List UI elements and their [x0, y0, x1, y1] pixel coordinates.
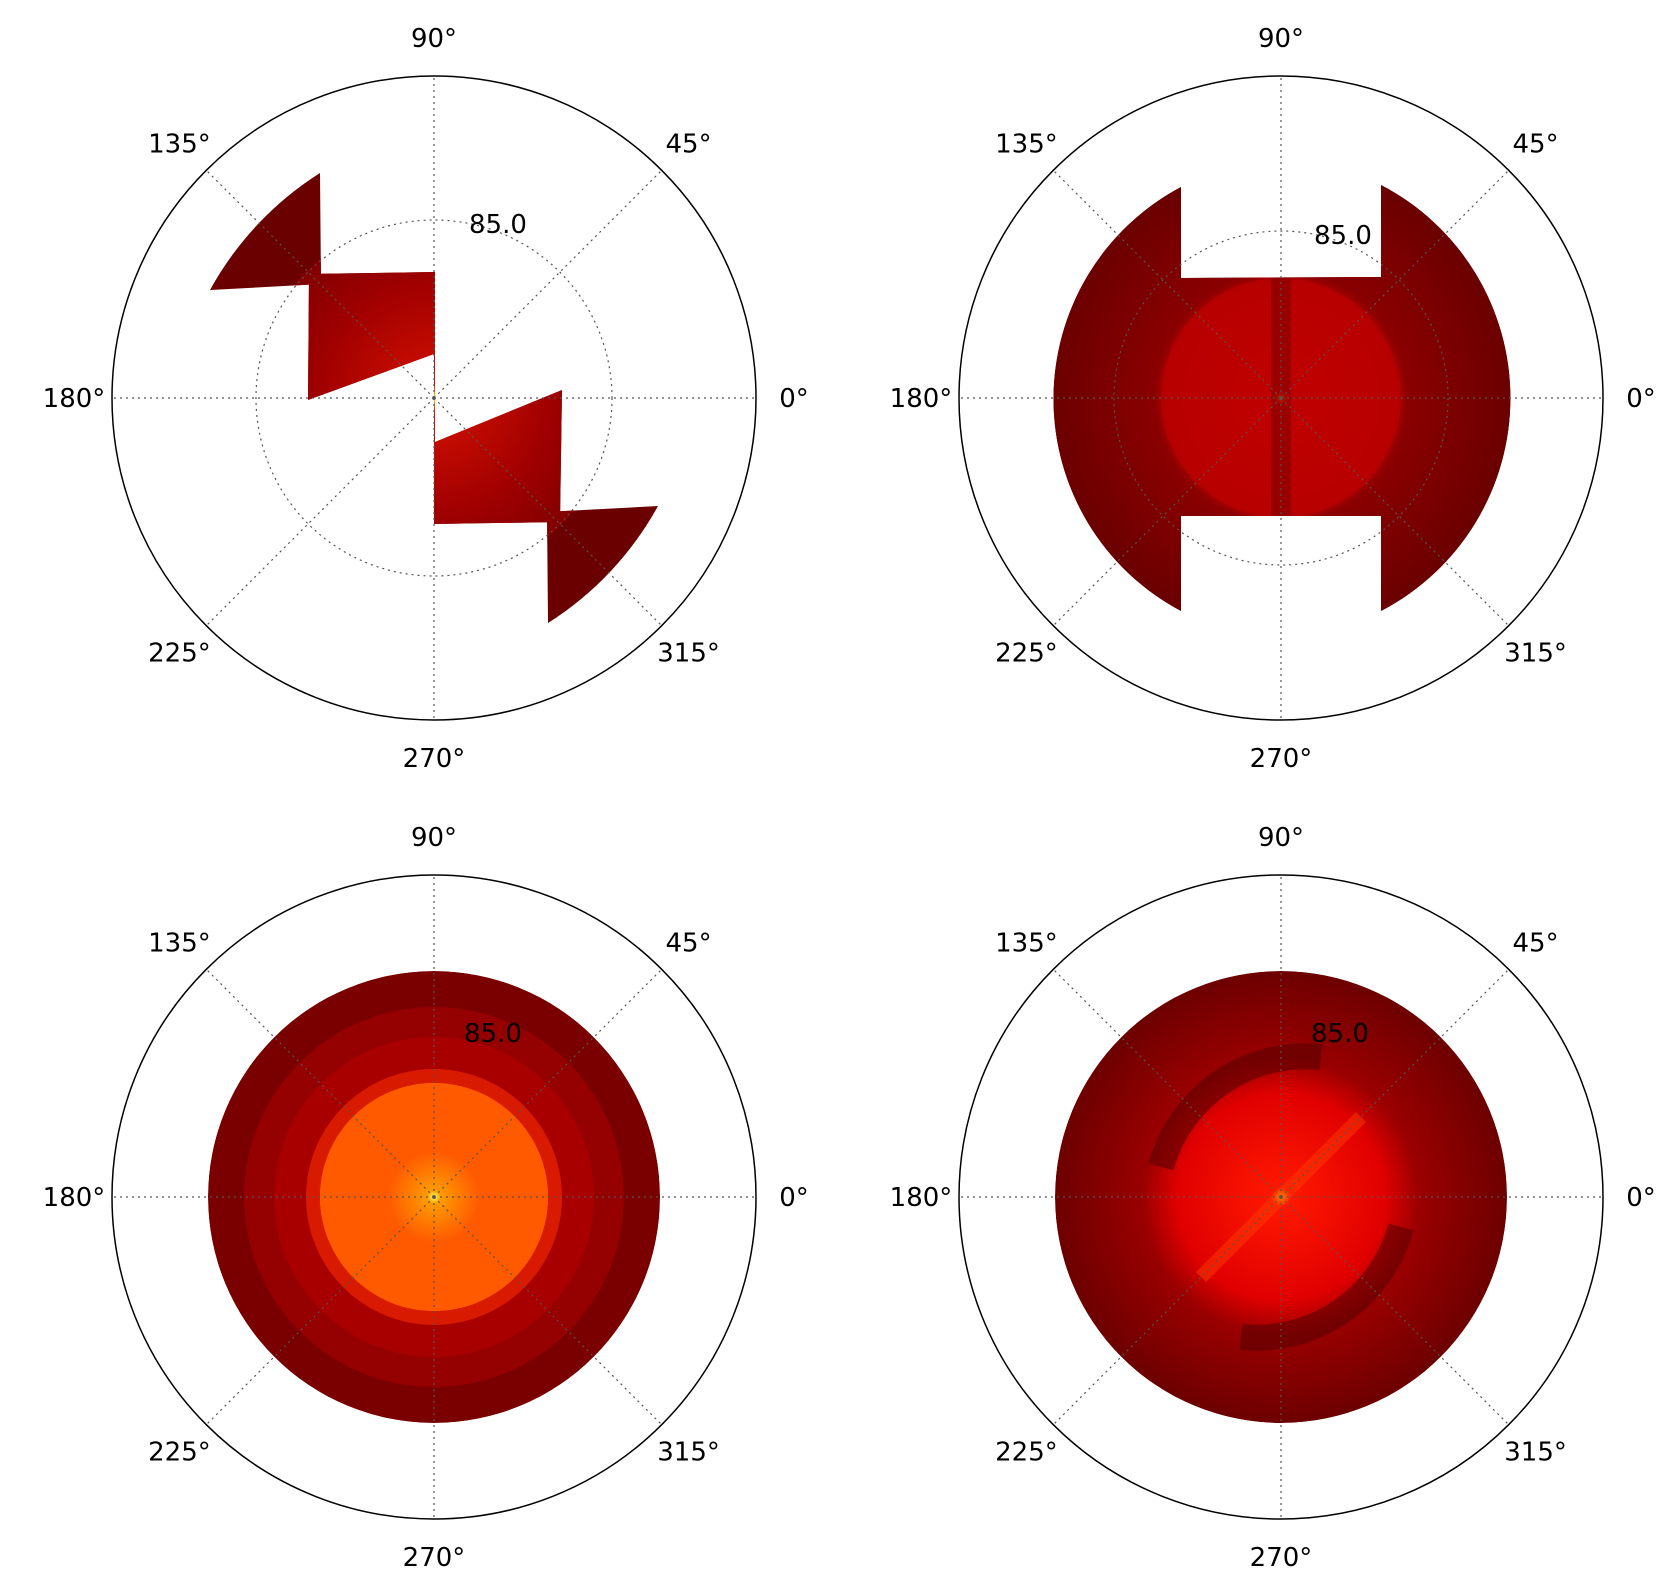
- radial-gridline: [255, 219, 613, 577]
- r-tick-label: 85.0: [469, 210, 527, 240]
- theta-tick-label: 0°: [1626, 384, 1656, 414]
- theta-tick-label: 270°: [1250, 1543, 1313, 1573]
- polar-spine: [111, 874, 757, 1520]
- theta-tick-label: 180°: [890, 1183, 953, 1213]
- theta-tick-label: 135°: [995, 129, 1058, 159]
- theta-tick-label: 135°: [995, 928, 1058, 958]
- theta-tick-label: 90°: [1258, 823, 1304, 853]
- theta-tick-label: 225°: [995, 1438, 1058, 1468]
- theta-tick-label: 270°: [403, 744, 466, 774]
- theta-tick-label: 0°: [779, 1183, 809, 1213]
- theta-tick-label: 315°: [1504, 639, 1567, 669]
- theta-tick-label: 135°: [148, 129, 211, 159]
- theta-tick-label: 315°: [1504, 1438, 1567, 1468]
- theta-tick-label: 315°: [657, 1438, 720, 1468]
- polar-spine: [958, 874, 1604, 1520]
- polar-spine: [958, 75, 1604, 721]
- theta-tick-label: 0°: [779, 384, 809, 414]
- radial-gridline: [1113, 230, 1449, 566]
- theta-tick-label: 90°: [411, 823, 457, 853]
- theta-tick-label: 45°: [666, 129, 712, 159]
- r-tick-label: 85.0: [1314, 221, 1372, 251]
- r-tick-label: 85.0: [464, 1019, 522, 1049]
- theta-tick-label: 0°: [1626, 1183, 1656, 1213]
- theta-tick-label: 225°: [148, 1438, 211, 1468]
- theta-tick-label: 270°: [1250, 744, 1313, 774]
- theta-tick-label: 270°: [403, 1543, 466, 1573]
- theta-tick-label: 180°: [43, 1183, 106, 1213]
- theta-tick-label: 180°: [890, 384, 953, 414]
- theta-tick-label: 45°: [1513, 928, 1559, 958]
- theta-tick-label: 225°: [148, 639, 211, 669]
- theta-tick-label: 315°: [657, 639, 720, 669]
- theta-tick-label: 180°: [43, 384, 106, 414]
- theta-tick-label: 90°: [1258, 24, 1304, 54]
- polar-spine: [111, 75, 757, 721]
- theta-tick-label: 45°: [1513, 129, 1559, 159]
- theta-tick-label: 225°: [995, 639, 1058, 669]
- theta-tick-label: 45°: [666, 928, 712, 958]
- theta-tick-label: 135°: [148, 928, 211, 958]
- r-tick-label: 85.0: [1311, 1019, 1369, 1049]
- theta-tick-label: 90°: [411, 24, 457, 54]
